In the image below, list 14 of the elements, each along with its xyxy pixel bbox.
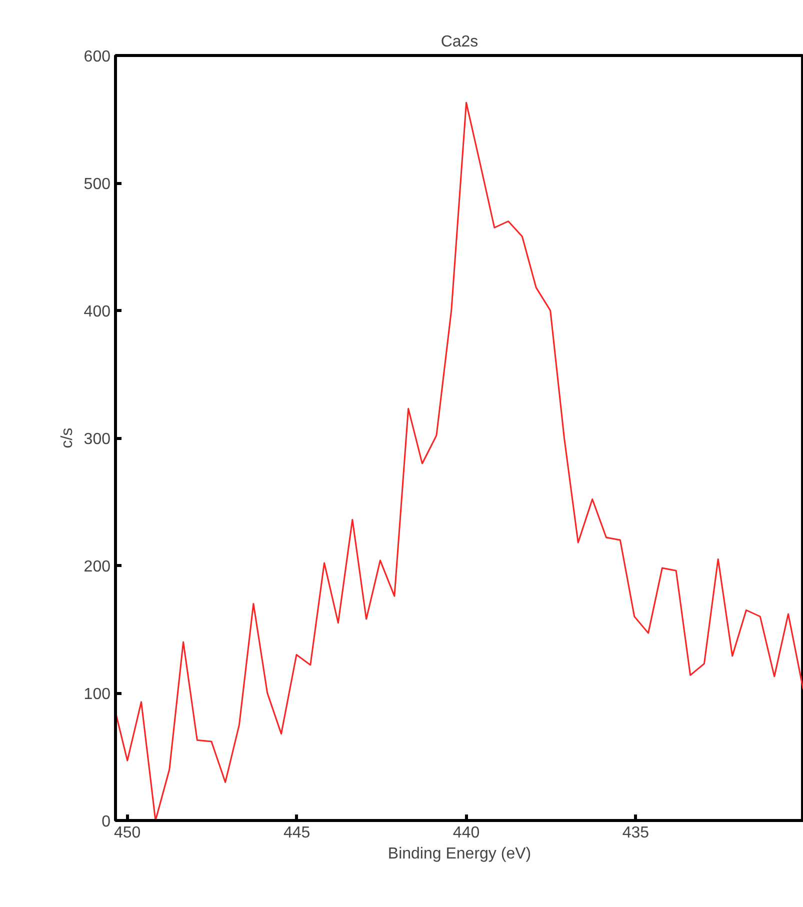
chart-title: Ca2s — [440, 34, 478, 50]
x-tick-label: 440 — [452, 824, 480, 842]
y-tick-label: 400 — [84, 304, 111, 320]
y-tick-label: 500 — [84, 176, 111, 193]
y-axis-title: c/s — [58, 428, 76, 448]
x-tick-label: 445 — [283, 824, 310, 842]
y-tick-label: 100 — [84, 686, 111, 703]
y-tick-label: 300 — [84, 431, 111, 448]
x-tick-label: 450 — [114, 824, 141, 842]
y-tick-label: 600 — [84, 48, 111, 66]
y-tick-label: 200 — [84, 558, 111, 576]
y-tick-label: 0 — [102, 814, 111, 830]
x-tick-label: 435 — [622, 824, 650, 842]
x-axis-title: Binding Energy (eV) — [388, 846, 532, 862]
